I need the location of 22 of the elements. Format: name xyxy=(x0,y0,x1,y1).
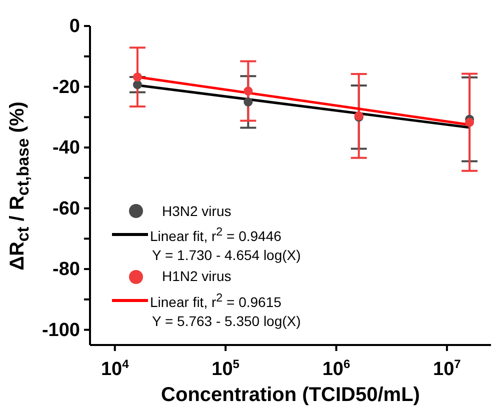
annotation: Y = 5.763 - 5.350 log(X) xyxy=(152,312,301,331)
y-tick-label: -60 xyxy=(52,198,80,220)
legend-label: Linear fit, r$^{2}$ = 0.9615 xyxy=(150,291,282,310)
point xyxy=(244,86,253,96)
x-tick-label: 10$^{4}$ xyxy=(100,357,130,380)
y-tick-label: -40 xyxy=(52,138,80,159)
x-tick-label: 10$^{6}$ xyxy=(322,357,350,380)
x-tick-label: 10$^{7}$ xyxy=(433,357,462,380)
y-tick-label: -20 xyxy=(52,76,80,98)
x-tick-label: 10$^{5}$ xyxy=(212,357,240,380)
annotation: Y = 1.730 - 4.654 log(X) xyxy=(152,246,301,266)
point xyxy=(132,72,142,82)
legend-label: H3N2 virus xyxy=(162,202,232,219)
x-axis-title: Concentration (TCID50/mL) xyxy=(160,384,421,407)
point xyxy=(465,118,474,127)
legend-label: H1N2 virus xyxy=(162,268,232,284)
point xyxy=(132,80,142,90)
point xyxy=(244,97,253,106)
y-tick-label: 0 xyxy=(69,16,80,37)
y-tick-label: -80 xyxy=(52,259,80,280)
legend-label: Linear fit, r$^{2}$ = 0.9446 xyxy=(150,226,282,244)
y-tick-label: -100 xyxy=(42,320,80,341)
